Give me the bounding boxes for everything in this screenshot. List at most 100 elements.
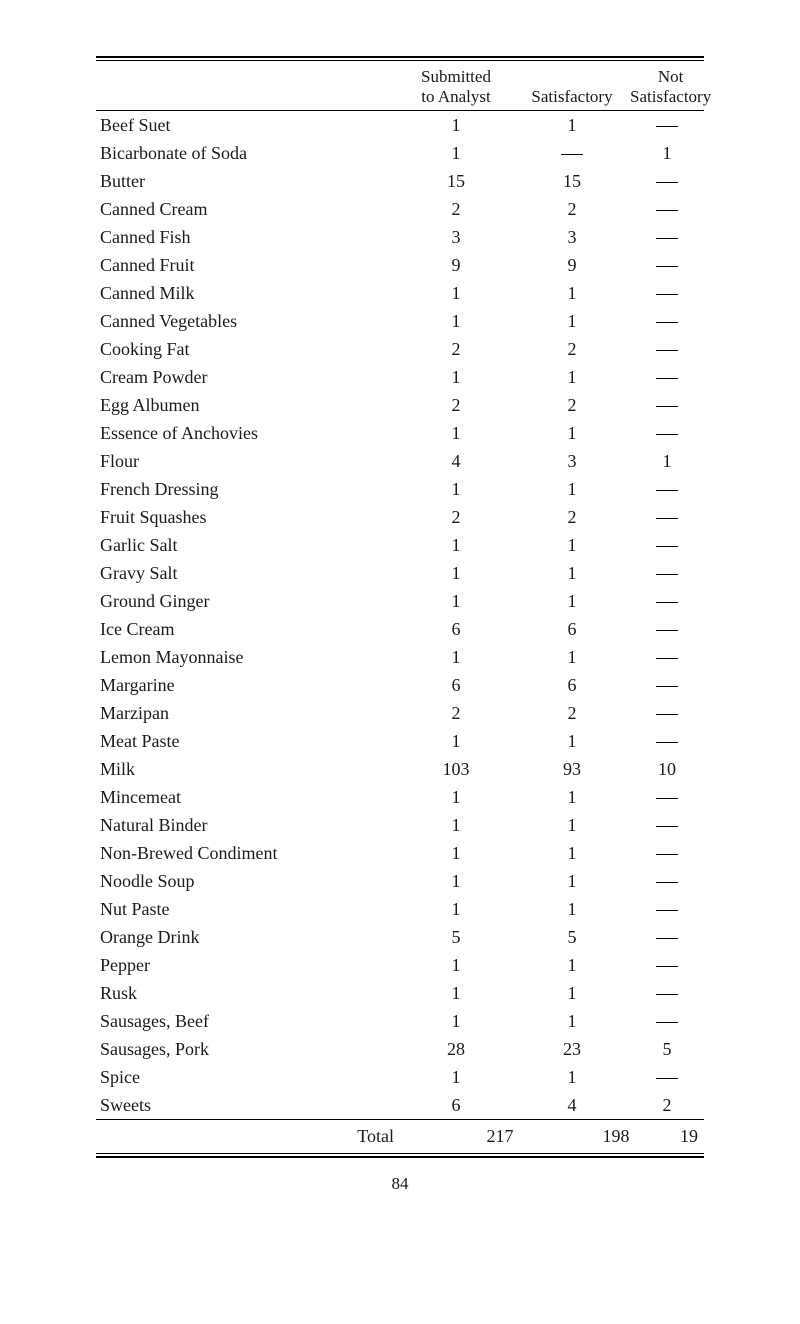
table-row: Spice11 [96,1063,704,1091]
row-name: Noodle Soup [96,871,398,892]
row-not-satisfactory [630,787,704,808]
row-name: Mincemeat [96,787,398,808]
em-dash-icon [656,406,678,407]
table-row: Noodle Soup11 [96,867,704,895]
row-not-satisfactory [630,675,704,696]
row-not-satisfactory [630,619,704,640]
page-number: 84 [96,1174,704,1194]
em-dash-icon [656,490,678,491]
row-submitted: 6 [398,675,514,696]
row-not-satisfactory [630,311,704,332]
em-dash-icon [656,854,678,855]
row-satisfactory: 23 [514,1039,630,1060]
table-row: Ground Ginger11 [96,587,704,615]
table-row: Nut Paste11 [96,895,704,923]
row-submitted: 1 [398,563,514,584]
em-dash-icon [656,266,678,267]
bottom-rule-outer [96,1156,704,1158]
em-dash-icon [656,966,678,967]
row-satisfactory: 6 [514,619,630,640]
row-not-satisfactory [630,983,704,1004]
row-submitted: 6 [398,619,514,640]
table-row: Butter1515 [96,167,704,195]
row-name: Canned Milk [96,283,398,304]
row-name: Garlic Salt [96,535,398,556]
row-satisfactory: 1 [514,563,630,584]
row-name: Lemon Mayonnaise [96,647,398,668]
em-dash-icon [656,742,678,743]
table-row: Gravy Salt11 [96,559,704,587]
row-name: Cooking Fat [96,339,398,360]
row-name: Egg Albumen [96,395,398,416]
row-name: Orange Drink [96,927,398,948]
row-satisfactory: 1 [514,983,630,1004]
row-name: Spice [96,1067,398,1088]
row-submitted: 1 [398,1011,514,1032]
row-satisfactory: 2 [514,339,630,360]
row-satisfactory: 1 [514,423,630,444]
row-not-satisfactory: 5 [630,1039,704,1060]
em-dash-icon [656,378,678,379]
em-dash-icon [656,630,678,631]
em-dash-icon [656,518,678,519]
row-name: Sweets [96,1095,398,1116]
row-satisfactory: 1 [514,787,630,808]
table-row: Pepper11 [96,951,704,979]
row-satisfactory: 1 [514,871,630,892]
row-satisfactory: 3 [514,227,630,248]
row-submitted: 1 [398,479,514,500]
table-row: Fruit Squashes22 [96,503,704,531]
row-satisfactory: 2 [514,395,630,416]
em-dash-icon [656,238,678,239]
header-submitted-l1: Submitted [421,67,491,86]
em-dash-icon [656,574,678,575]
row-name: Bicarbonate of Soda [96,143,398,164]
table-row: Marzipan22 [96,699,704,727]
table-row: Sweets642 [96,1091,704,1119]
row-name: Canned Vegetables [96,311,398,332]
row-satisfactory: 1 [514,367,630,388]
row-submitted: 2 [398,199,514,220]
row-name: Flour [96,451,398,472]
row-satisfactory: 15 [514,171,630,192]
row-not-satisfactory [630,1011,704,1032]
row-submitted: 1 [398,283,514,304]
em-dash-icon [656,686,678,687]
row-name: Fruit Squashes [96,507,398,528]
em-dash-icon [656,882,678,883]
row-name: Ground Ginger [96,591,398,612]
row-satisfactory: 93 [514,759,630,780]
em-dash-icon [656,938,678,939]
row-name: Canned Cream [96,199,398,220]
row-satisfactory: 4 [514,1095,630,1116]
row-not-satisfactory [630,647,704,668]
table-row: Canned Fruit99 [96,251,704,279]
em-dash-icon [656,126,678,127]
table-row: Milk1039310 [96,755,704,783]
row-submitted: 1 [398,899,514,920]
row-satisfactory: 1 [514,1011,630,1032]
table-row: Essence of Anchovies11 [96,419,704,447]
row-submitted: 4 [398,451,514,472]
row-not-satisfactory [630,199,704,220]
row-not-satisfactory [630,255,704,276]
header-not-l1: Not [658,67,684,86]
em-dash-icon [656,546,678,547]
em-dash-icon [656,350,678,351]
row-name: French Dressing [96,479,398,500]
em-dash-icon [656,658,678,659]
row-not-satisfactory [630,395,704,416]
row-not-satisfactory [630,171,704,192]
row-satisfactory [514,143,630,164]
row-not-satisfactory [630,815,704,836]
table-row: Garlic Salt11 [96,531,704,559]
row-satisfactory: 1 [514,1067,630,1088]
row-submitted: 2 [398,339,514,360]
em-dash-icon [656,798,678,799]
row-not-satisfactory [630,367,704,388]
header-not-l2: Satisfactory [630,87,711,106]
row-not-satisfactory [630,1067,704,1088]
row-submitted: 1 [398,367,514,388]
row-not-satisfactory [630,423,704,444]
row-not-satisfactory [630,955,704,976]
